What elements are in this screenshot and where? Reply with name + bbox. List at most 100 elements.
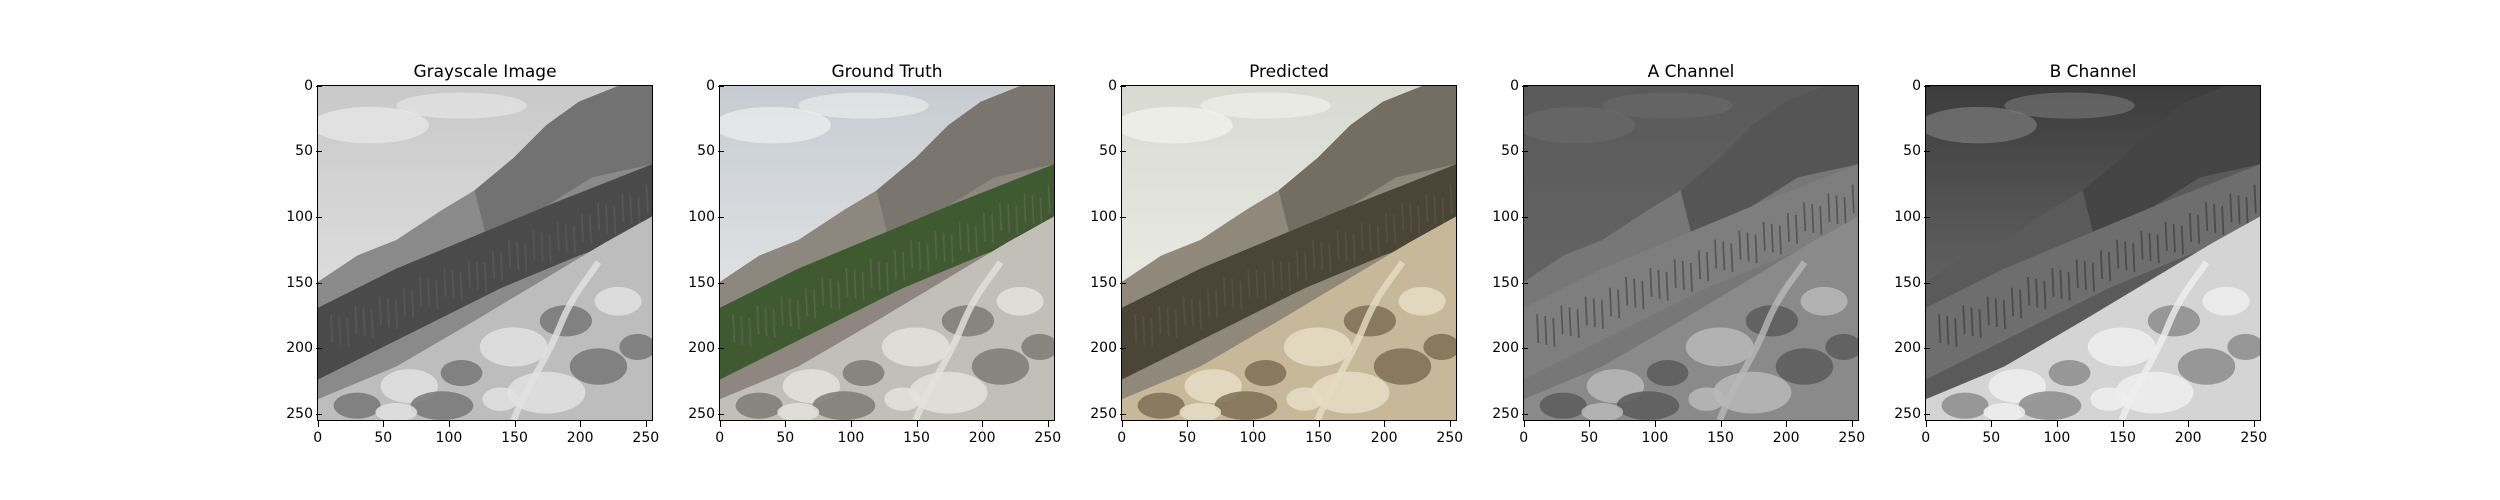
boulder bbox=[1616, 391, 1680, 420]
boulder bbox=[1775, 348, 1834, 385]
tree bbox=[362, 307, 366, 337]
tree bbox=[1158, 305, 1162, 335]
tree bbox=[1336, 230, 1340, 260]
tree bbox=[443, 268, 447, 297]
tree bbox=[1754, 234, 1758, 264]
boulder bbox=[440, 359, 483, 387]
panel-title: B Channel bbox=[2049, 62, 2137, 82]
tree bbox=[1401, 202, 1405, 232]
tree bbox=[2188, 213, 2192, 242]
y-tick-label: 150 bbox=[655, 275, 724, 291]
x-tick-label: 250 bbox=[626, 421, 666, 446]
boulder bbox=[507, 371, 586, 414]
tree bbox=[1190, 298, 1194, 328]
y-tick-label: 0 bbox=[1861, 78, 1930, 94]
tree bbox=[1304, 252, 1308, 281]
cloud bbox=[798, 92, 929, 119]
tree bbox=[1320, 241, 1324, 271]
tree bbox=[394, 300, 398, 329]
tree bbox=[788, 298, 792, 328]
tree bbox=[516, 241, 520, 271]
boulder bbox=[884, 387, 921, 411]
cloud bbox=[2004, 92, 2135, 119]
tree bbox=[1433, 195, 1437, 225]
x-tick-label: 0 bbox=[1906, 421, 1946, 446]
tree bbox=[491, 250, 495, 280]
tree bbox=[1287, 262, 1291, 292]
mountain-shadow bbox=[474, 86, 652, 243]
y-tick-label: 150 bbox=[1459, 275, 1528, 291]
y-tick-label: 200 bbox=[655, 340, 724, 356]
tree bbox=[1584, 296, 1588, 326]
mountain-shadow bbox=[2082, 86, 2260, 243]
tree bbox=[2213, 204, 2217, 233]
boulder bbox=[479, 327, 548, 367]
x-tick-label: 50 bbox=[1569, 421, 1609, 446]
tree bbox=[1795, 214, 1799, 244]
tree bbox=[1970, 307, 1974, 337]
x-tick-label: 0 bbox=[700, 421, 740, 446]
tree bbox=[475, 261, 479, 290]
tree bbox=[2075, 259, 2079, 289]
x-tick-label: 50 bbox=[363, 421, 403, 446]
y-tick-label: 100 bbox=[1057, 209, 1126, 225]
tree bbox=[2083, 261, 2087, 290]
boulder bbox=[777, 403, 820, 420]
cloud bbox=[1200, 92, 1331, 119]
tree bbox=[1544, 316, 1548, 345]
boulder bbox=[1137, 392, 1185, 419]
tree bbox=[813, 289, 817, 319]
trail bbox=[510, 260, 602, 420]
tree bbox=[572, 225, 576, 255]
tree bbox=[1409, 204, 1413, 233]
panel-b-channel: B Channel 0 50 100 150 200 250 0 50 100 150 200 250 bbox=[1858, 0, 2267, 500]
tree bbox=[974, 225, 978, 255]
y-tick-label: 200 bbox=[253, 340, 322, 356]
tree bbox=[370, 309, 374, 338]
boulder bbox=[482, 387, 519, 411]
tree bbox=[419, 276, 423, 306]
boulder bbox=[1423, 333, 1456, 360]
y-tick-label: 100 bbox=[1459, 209, 1528, 225]
x-tick-label: 100 bbox=[831, 421, 871, 446]
tree bbox=[1835, 195, 1839, 225]
tree bbox=[1393, 214, 1397, 244]
tree bbox=[2043, 280, 2047, 310]
tree bbox=[1786, 213, 1790, 242]
panel-title: Ground Truth bbox=[831, 62, 943, 82]
boulder bbox=[1800, 286, 1848, 316]
boulder bbox=[619, 333, 652, 360]
tree bbox=[645, 184, 649, 214]
boulder bbox=[1646, 359, 1689, 387]
tree bbox=[2253, 184, 2257, 214]
y-tick-label: 50 bbox=[1861, 143, 1930, 159]
boulder bbox=[594, 286, 642, 316]
boulder bbox=[1941, 392, 1989, 419]
cloud bbox=[1122, 106, 1233, 144]
tree bbox=[1295, 250, 1299, 280]
tree bbox=[1182, 296, 1186, 326]
tree bbox=[1015, 205, 1019, 235]
boulder bbox=[1983, 403, 2026, 420]
x-tick-label: 150 bbox=[495, 421, 535, 446]
tree bbox=[772, 309, 776, 338]
tree bbox=[837, 280, 841, 310]
boulder bbox=[1244, 359, 1287, 387]
tree bbox=[1946, 316, 1950, 345]
tree bbox=[1722, 241, 1726, 271]
tree bbox=[2205, 202, 2209, 232]
image-b-channel bbox=[1925, 85, 2261, 421]
rock-slope bbox=[1926, 216, 2260, 420]
boulder bbox=[1373, 348, 1432, 385]
boulder bbox=[410, 391, 474, 420]
x-tick-label: 0 bbox=[1102, 421, 1142, 446]
x-tick-label: 100 bbox=[429, 421, 469, 446]
panel-grayscale: Grayscale Image 0 50 100 150 200 250 0 50 100 150… bbox=[250, 0, 659, 500]
boulder bbox=[1539, 392, 1587, 419]
tree bbox=[1368, 223, 1372, 253]
tree bbox=[2035, 278, 2039, 308]
boulder bbox=[2147, 305, 2200, 337]
tree bbox=[556, 221, 560, 251]
tree bbox=[869, 259, 873, 289]
mountain-shadow bbox=[1680, 86, 1858, 243]
